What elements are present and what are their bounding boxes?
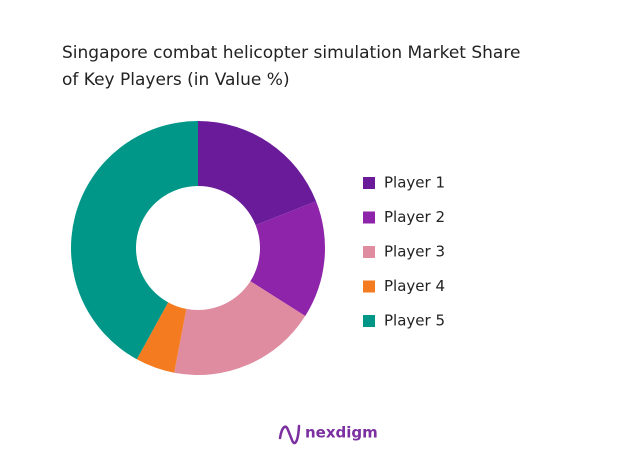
legend-swatch (363, 177, 375, 189)
logo: nexdigm (278, 424, 378, 445)
donut-slice (136, 302, 187, 373)
donut-slice (198, 121, 317, 226)
legend-label: Player 2 (384, 208, 445, 226)
logo-text: nexdigm (305, 424, 378, 442)
legend-label: Player 1 (384, 174, 445, 192)
legend-swatch (363, 246, 375, 258)
legend-label: Player 4 (384, 277, 445, 295)
logo-icon (278, 424, 301, 445)
donut-slice (250, 201, 326, 317)
donut-slice (70, 121, 198, 360)
chart-title: Singapore combat helicopter simulation M… (62, 43, 521, 90)
legend-swatch (363, 315, 375, 327)
legend-swatch (363, 211, 375, 224)
legend-label: Player 3 (384, 243, 445, 261)
donut-slice (174, 281, 306, 375)
legend-swatch (363, 280, 375, 293)
legend-label: Player 5 (384, 312, 445, 330)
